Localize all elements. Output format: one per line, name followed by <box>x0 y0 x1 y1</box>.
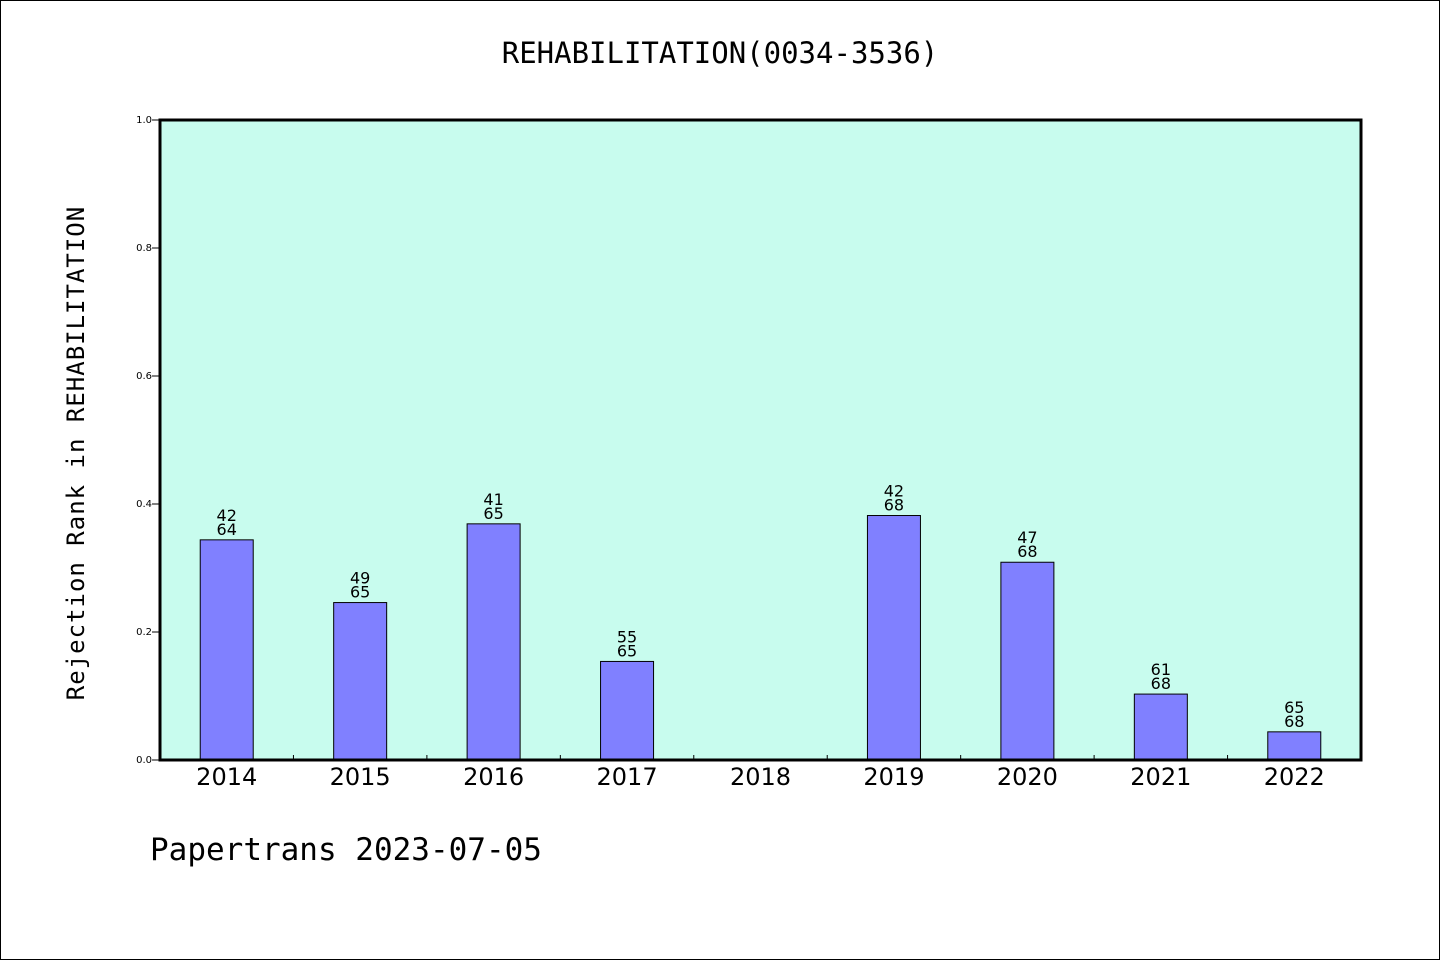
x-tick-label: 2019 <box>863 763 924 791</box>
bar-label-bottom: 68 <box>884 496 904 515</box>
bar-label-top: 47 <box>1017 528 1037 547</box>
bar <box>199 539 254 761</box>
y-tick-label: 0.2 <box>136 627 152 638</box>
y-tick-label: 1.0 <box>136 115 152 126</box>
bar <box>1267 731 1322 761</box>
bar-label-bottom: 68 <box>1284 712 1304 731</box>
footer-credit: Papertrans 2023-07-05 <box>150 832 542 868</box>
bar-label-bottom: 68 <box>1017 542 1037 561</box>
bar <box>1133 693 1188 761</box>
bar-label-top: 65 <box>1284 698 1304 717</box>
bar <box>466 523 521 761</box>
x-tick-label: 2020 <box>997 763 1058 791</box>
x-tick-label: 2022 <box>1264 763 1325 791</box>
x-tick-label: 2016 <box>463 763 524 791</box>
x-tick-label: 2017 <box>597 763 658 791</box>
bar <box>1000 561 1055 761</box>
x-tick-label: 2015 <box>330 763 391 791</box>
bar <box>600 660 655 761</box>
bar-label-top: 42 <box>884 482 904 501</box>
x-tick-label: 2018 <box>730 763 791 791</box>
bar-label-bottom: 65 <box>350 583 370 602</box>
x-tick-label: 2021 <box>1130 763 1191 791</box>
bar-label-bottom: 65 <box>483 504 503 523</box>
y-tick-label: 0.8 <box>136 243 152 254</box>
bar-label-top: 49 <box>350 569 370 588</box>
bar-label-top: 55 <box>617 627 637 646</box>
bar-label-bottom: 64 <box>217 520 237 539</box>
bar <box>866 515 921 761</box>
bar-label-bottom: 65 <box>617 641 637 660</box>
plot-border <box>158 118 1363 762</box>
bar <box>333 602 388 761</box>
x-tick-label: 2014 <box>196 763 257 791</box>
bar-label-top: 41 <box>483 490 503 509</box>
y-tick-label: 0.6 <box>136 371 152 382</box>
bar-label-top: 42 <box>217 506 237 525</box>
bar-label-top: 61 <box>1151 660 1171 679</box>
bar-label-bottom: 68 <box>1151 674 1171 693</box>
chart-title: REHABILITATION(0034-3536) <box>501 36 939 70</box>
y-tick-label: 0.4 <box>136 499 152 510</box>
y-tick-label: 0.0 <box>136 755 152 766</box>
